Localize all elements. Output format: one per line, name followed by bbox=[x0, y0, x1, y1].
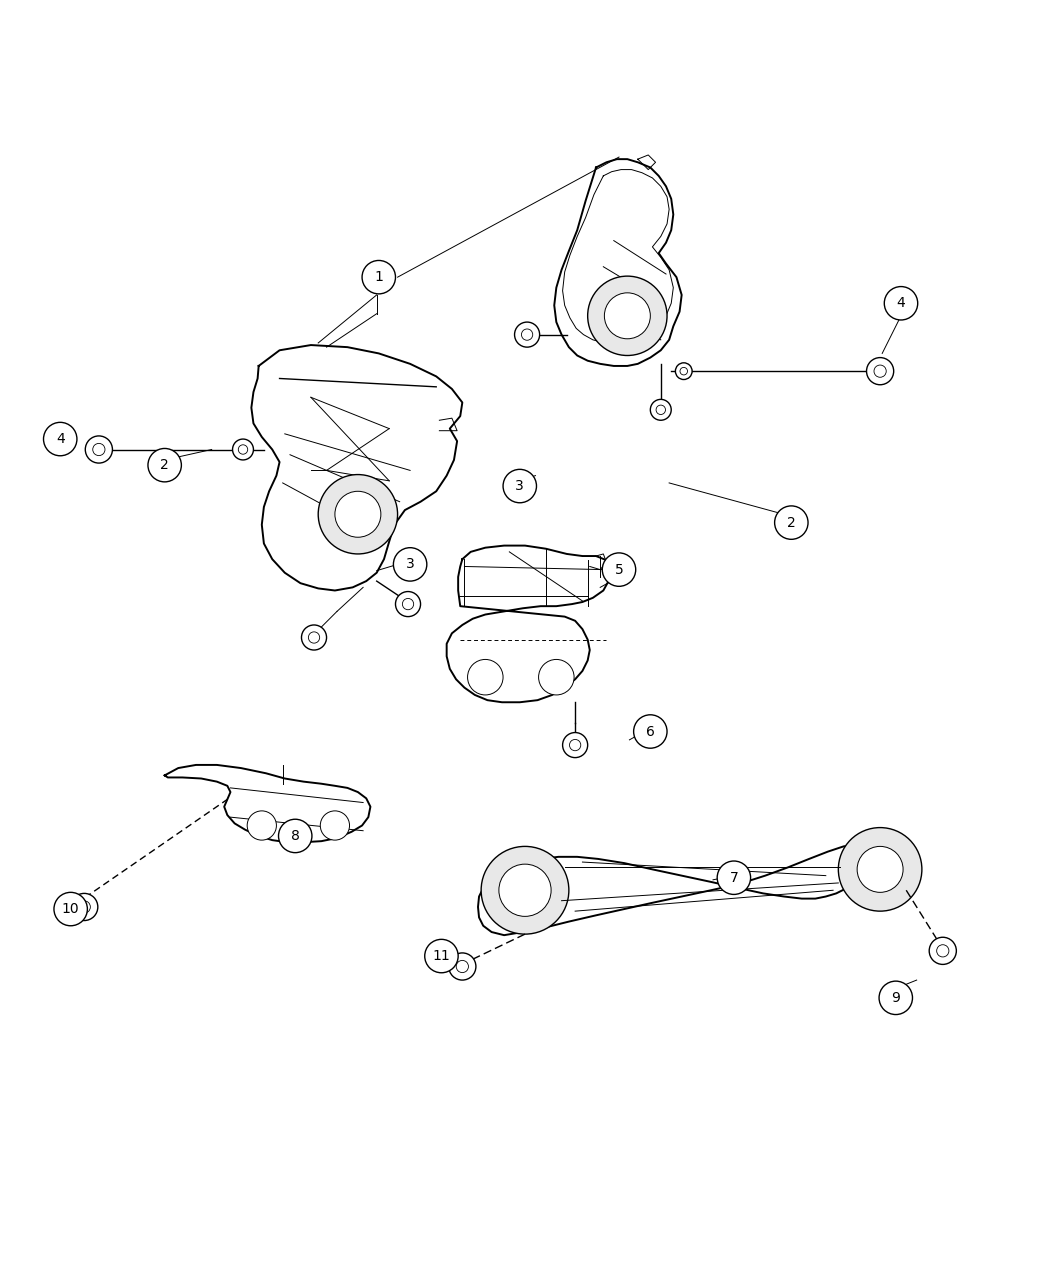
Circle shape bbox=[247, 811, 276, 840]
Text: 3: 3 bbox=[405, 557, 415, 571]
Circle shape bbox=[563, 733, 588, 757]
Text: 4: 4 bbox=[897, 296, 905, 310]
Circle shape bbox=[54, 892, 87, 926]
Circle shape bbox=[775, 506, 808, 539]
Circle shape bbox=[588, 277, 667, 356]
Circle shape bbox=[503, 469, 537, 502]
Circle shape bbox=[448, 952, 476, 980]
Text: 6: 6 bbox=[646, 724, 655, 738]
Circle shape bbox=[539, 659, 574, 695]
Circle shape bbox=[70, 894, 98, 921]
Text: 2: 2 bbox=[786, 515, 796, 529]
Polygon shape bbox=[554, 159, 681, 366]
Circle shape bbox=[320, 811, 350, 840]
Circle shape bbox=[603, 553, 635, 586]
Circle shape bbox=[394, 548, 426, 581]
Circle shape bbox=[85, 436, 112, 463]
Circle shape bbox=[717, 861, 751, 895]
Circle shape bbox=[675, 363, 692, 380]
Text: 2: 2 bbox=[161, 458, 169, 472]
Circle shape bbox=[278, 820, 312, 853]
Text: 9: 9 bbox=[891, 991, 900, 1005]
Circle shape bbox=[633, 715, 667, 748]
Circle shape bbox=[650, 399, 671, 421]
Circle shape bbox=[301, 625, 327, 650]
Polygon shape bbox=[446, 546, 611, 703]
Circle shape bbox=[232, 439, 253, 460]
Circle shape bbox=[879, 982, 912, 1015]
Text: 5: 5 bbox=[614, 562, 624, 576]
Polygon shape bbox=[478, 844, 882, 935]
Circle shape bbox=[396, 592, 421, 617]
Circle shape bbox=[838, 827, 922, 912]
Text: 3: 3 bbox=[516, 479, 524, 493]
Circle shape bbox=[467, 659, 503, 695]
Circle shape bbox=[43, 422, 77, 455]
Circle shape bbox=[318, 474, 398, 553]
Circle shape bbox=[481, 847, 569, 935]
Circle shape bbox=[148, 449, 182, 482]
Circle shape bbox=[499, 864, 551, 917]
Text: 1: 1 bbox=[375, 270, 383, 284]
Circle shape bbox=[884, 287, 918, 320]
Circle shape bbox=[425, 940, 458, 973]
Polygon shape bbox=[165, 765, 371, 843]
Circle shape bbox=[335, 491, 381, 537]
Polygon shape bbox=[251, 346, 462, 590]
Circle shape bbox=[857, 847, 903, 892]
Text: 4: 4 bbox=[56, 432, 65, 446]
Circle shape bbox=[514, 323, 540, 347]
Circle shape bbox=[929, 937, 957, 964]
Text: 8: 8 bbox=[291, 829, 299, 843]
Text: 10: 10 bbox=[62, 901, 80, 915]
Circle shape bbox=[866, 357, 894, 385]
Circle shape bbox=[362, 260, 396, 293]
Text: 7: 7 bbox=[730, 871, 738, 885]
Text: 11: 11 bbox=[433, 949, 450, 963]
Circle shape bbox=[605, 293, 650, 339]
